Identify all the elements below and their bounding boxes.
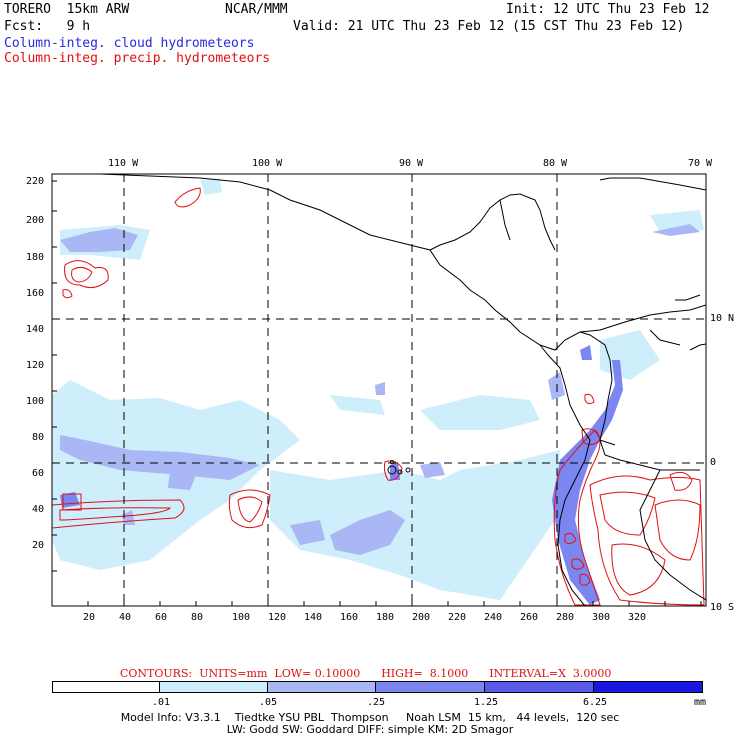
- lat-label-10s: 10 S: [710, 602, 735, 613]
- model-info-line2: LW: Godd SW: Goddard DIFF: simple KM: 2D…: [226, 723, 514, 736]
- init-time: Init: 12 UTC Thu 23 Feb 12: [506, 2, 710, 17]
- x-tick-240: 240: [484, 612, 503, 623]
- y-tick-60: 60: [32, 468, 45, 479]
- x-tick-320: 320: [628, 612, 647, 623]
- y-tick-200: 200: [26, 215, 45, 226]
- y-tick-20: 20: [32, 540, 45, 551]
- cloud-field-title: Column-integ. cloud hydrometeors: [4, 36, 255, 51]
- y-tick-120: 120: [26, 360, 45, 371]
- center-name: NCAR/MMM: [225, 2, 288, 17]
- colorbar-label-005: .05: [259, 697, 278, 708]
- colorbar-label-025: .25: [367, 697, 386, 708]
- axis-ticks: [52, 180, 702, 606]
- colorbar-units: mm: [694, 697, 707, 708]
- y-tick-40: 40: [32, 504, 45, 515]
- x-tick-200: 200: [412, 612, 431, 623]
- precip-contours: [52, 187, 705, 606]
- x-tick-300: 300: [592, 612, 611, 623]
- colorbar-label-001: .01: [152, 697, 171, 708]
- coastlines: [52, 174, 706, 606]
- x-tick-220: 220: [448, 612, 467, 623]
- y-tick-80: 80: [32, 432, 45, 443]
- y-tick-100: 100: [26, 396, 45, 407]
- map-frame: [51, 173, 707, 607]
- x-tick-40: 40: [119, 612, 132, 623]
- lat-label-0: 0: [710, 457, 717, 468]
- cloud-shading-medium: [60, 224, 700, 555]
- colorbar-segment-2: [159, 681, 268, 693]
- model-info-line1: Model Info: V3.3.1 Tiedtke YSU PBL Thomp…: [120, 711, 620, 724]
- colorbar-segment-6: [593, 681, 703, 693]
- colorbar-segment-3: [267, 681, 376, 693]
- x-tick-140: 140: [304, 612, 323, 623]
- valid-time: Valid: 21 UTC Thu 23 Feb 12 (15 CST Thu …: [293, 19, 685, 34]
- x-tick-280: 280: [556, 612, 575, 623]
- model-name: TORERO 15km ARW: [4, 2, 130, 17]
- x-tick-60: 60: [155, 612, 168, 623]
- forecast-hour: Fcst: 9 h: [4, 19, 91, 34]
- lon-label-80w: 80 W: [543, 158, 568, 169]
- x-tick-120: 120: [268, 612, 287, 623]
- colorbar-segment-1: [52, 681, 160, 693]
- y-tick-160: 160: [26, 288, 45, 299]
- x-tick-260: 260: [520, 612, 539, 623]
- lon-label-100w: 100 W: [252, 158, 283, 169]
- colorbar-segment-4: [375, 681, 485, 693]
- lat-label-10n: 10 N: [710, 313, 735, 324]
- lon-label-70w: 70 W: [688, 158, 713, 169]
- x-tick-180: 180: [376, 612, 395, 623]
- galapagos-islands: [387, 460, 411, 475]
- x-tick-80: 80: [191, 612, 204, 623]
- y-tick-220: 220: [26, 176, 45, 187]
- y-tick-140: 140: [26, 324, 45, 335]
- contour-info: CONTOURS: UNITS=mm LOW= 0.10000 HIGH= 8.…: [120, 667, 612, 680]
- lat-lon-grid: [52, 174, 706, 606]
- colorbar-label-625: 6.25: [583, 697, 608, 708]
- x-tick-20: 20: [83, 612, 96, 623]
- lon-label-90w: 90 W: [399, 158, 424, 169]
- colorbar-label-125: 1.25: [474, 697, 499, 708]
- region-marker: [62, 493, 82, 511]
- colorbar-segment-5: [484, 681, 594, 693]
- x-tick-160: 160: [340, 612, 359, 623]
- y-tick-180: 180: [26, 252, 45, 263]
- precip-field-title: Column-integ. precip. hydrometeors: [4, 51, 271, 66]
- x-tick-100: 100: [232, 612, 251, 623]
- lon-label-110w: 110 W: [108, 158, 139, 169]
